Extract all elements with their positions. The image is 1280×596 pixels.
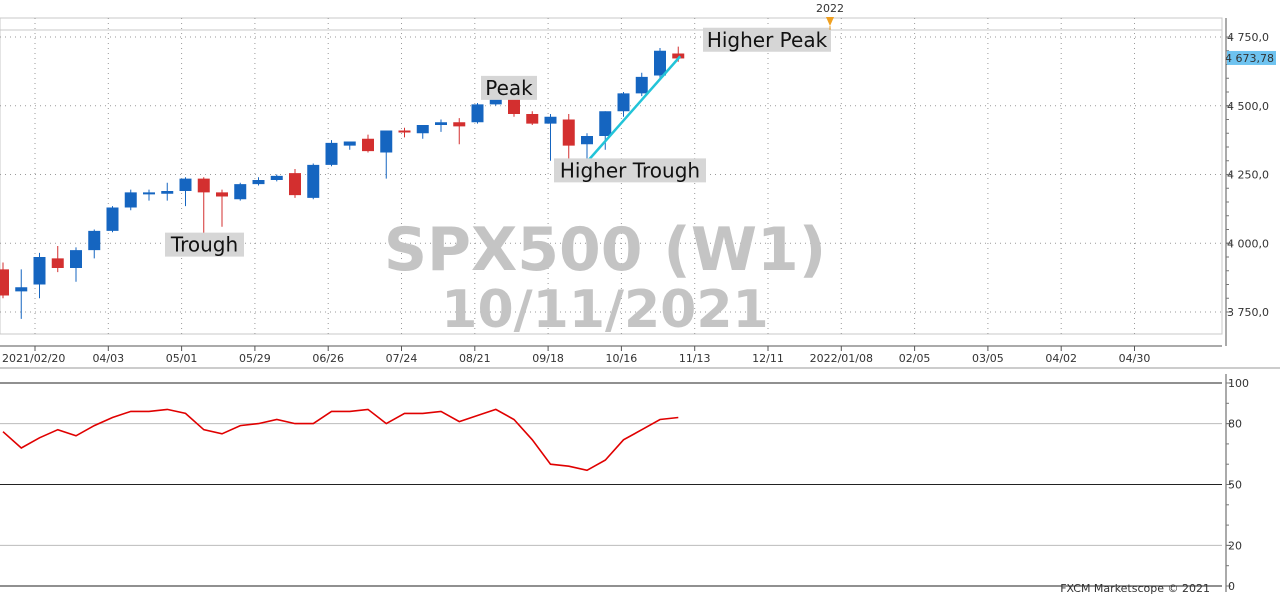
x-tick-label: 10/16 (606, 352, 638, 365)
oscillator-line (2, 408, 679, 472)
candle (435, 119, 447, 132)
candle (270, 174, 283, 182)
candle (343, 141, 356, 150)
y-tick-label: 4 250,0 (1227, 169, 1269, 182)
oscillator-layer (2, 408, 679, 472)
osc-y-tick-label: 20 (1228, 539, 1242, 552)
candle (88, 229, 101, 259)
candle (362, 134, 374, 153)
candle (33, 252, 46, 299)
osc-y-tick-label: 80 (1228, 418, 1242, 431)
candle (0, 262, 9, 299)
candle (216, 189, 228, 227)
annotation-label: Peak (485, 76, 533, 100)
annotation: Higher Trough (554, 158, 706, 183)
current-price-badge (1227, 50, 1276, 65)
annotation-label: Higher Trough (560, 158, 700, 182)
x-tick-label: 2021/02/20 (2, 352, 65, 365)
y-tick-label: 3 750,0 (1227, 306, 1269, 319)
year-marker-triangle (826, 17, 834, 26)
candle (179, 177, 192, 207)
trendline-layer (587, 55, 682, 162)
candle (70, 247, 82, 282)
watermark-date: 10/11/2021 (441, 280, 768, 340)
candle (252, 177, 265, 186)
y-tick-label: 4 750,0 (1227, 31, 1269, 44)
candle (635, 72, 648, 97)
candle (581, 133, 593, 161)
candle (289, 169, 301, 198)
y-tick-label: 4 500,0 (1227, 100, 1269, 113)
candle (15, 269, 28, 319)
candle (526, 111, 539, 125)
watermark: SPX500 (W1) 10/11/2021 (384, 215, 826, 340)
candle (51, 246, 64, 273)
oscillator-panel-grid: 100 80 50 20 0 (0, 374, 1249, 593)
x-tick-label: 04/02 (1045, 352, 1077, 365)
credit-text: FXCM Marketscope © 2021 (1060, 582, 1210, 595)
current-price-label: 4 673,78 (1225, 52, 1274, 65)
candle (143, 189, 155, 201)
x-tick-label: 04/30 (1119, 352, 1151, 365)
x-tick-label: 02/05 (899, 352, 931, 365)
candles-layer (0, 46, 685, 319)
year-marker-label: 2022 (816, 2, 844, 15)
y-tick-label: 4 000,0 (1227, 237, 1269, 250)
watermark-symbol: SPX500 (W1) (384, 215, 826, 285)
candle (453, 118, 466, 145)
candle (106, 206, 119, 233)
x-tick-label: 03/05 (972, 352, 1004, 365)
candle (380, 130, 393, 179)
osc-y-tick-label: 0 (1228, 580, 1235, 593)
candle (398, 127, 411, 138)
x-tick-label: 07/24 (386, 352, 418, 365)
candle (617, 92, 630, 117)
time-axis: 2022 2021/02/20 04/03 05/01 05/29 06/26 07/24 0… (2, 2, 1150, 365)
x-tick-label: 06/26 (312, 352, 344, 365)
candle (416, 125, 429, 139)
x-tick-label: 11/13 (679, 352, 711, 365)
candle (562, 114, 575, 163)
trend-line (587, 55, 682, 162)
annotation: Trough (165, 232, 244, 257)
candle (471, 103, 484, 124)
candle (544, 114, 557, 161)
osc-y-tick-label: 50 (1228, 479, 1242, 492)
x-tick-label: 08/21 (459, 352, 491, 365)
candle (234, 182, 247, 201)
osc-y-tick-label: 100 (1228, 377, 1249, 390)
annotations-layer: Higher Peak Peak Higher Trough Trough (165, 27, 831, 257)
x-tick-label: 05/29 (239, 352, 271, 365)
candle (599, 111, 612, 150)
candle (161, 182, 174, 201)
price-axis: 4 750,0 4 500,0 4 250,0 4 000,0 3 750,0 4 673… (1225, 18, 1276, 346)
annotation-label: Trough (170, 233, 238, 257)
annotation: Higher Peak (703, 27, 831, 52)
candle (307, 163, 320, 200)
x-tick-label: 2022/01/08 (810, 352, 873, 365)
candle (654, 48, 666, 79)
annotation: Peak (481, 75, 537, 100)
annotation-label: Higher Peak (707, 28, 828, 52)
candle (325, 140, 338, 167)
x-tick-label: 05/01 (166, 352, 198, 365)
x-tick-label: 12/11 (752, 352, 784, 365)
x-tick-label: 09/18 (532, 352, 564, 365)
x-tick-label: 04/03 (92, 352, 124, 365)
candle (124, 189, 137, 211)
candle (197, 177, 210, 234)
